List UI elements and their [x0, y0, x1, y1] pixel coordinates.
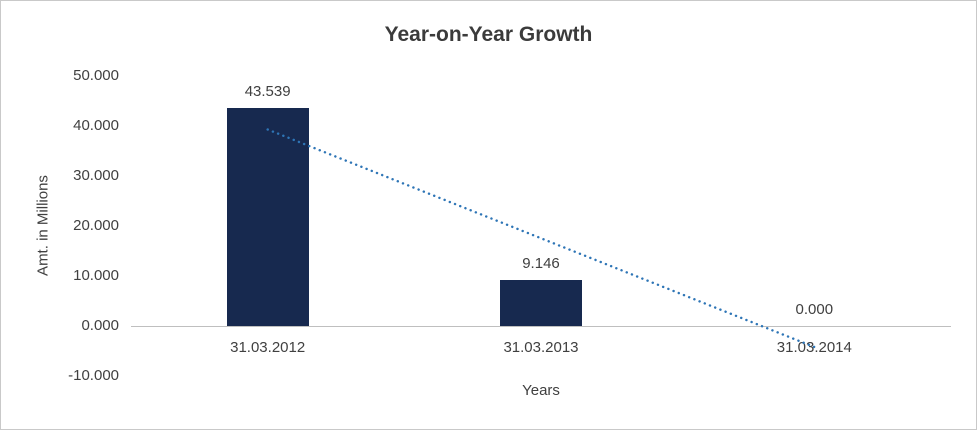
y-tick-label: 40.000	[73, 117, 119, 134]
x-tick-label: 31.03.2012	[230, 339, 306, 356]
y-tick-label: 50.000	[73, 67, 119, 84]
chart-title: Year-on-Year Growth	[384, 23, 593, 46]
data-label: 43.539	[244, 83, 291, 101]
y-tick-label: -10.000	[68, 367, 119, 384]
category-axis-line	[131, 326, 951, 327]
y-tick-label: 30.000	[73, 167, 119, 184]
bar-31.03.2012	[226, 108, 309, 326]
data-label: 0.000	[795, 301, 834, 318]
bar-31.03.2013	[500, 280, 582, 326]
y-tick-label: 20.000	[73, 217, 119, 234]
x-axis-title: Years	[522, 382, 560, 399]
data-label: 9.146	[522, 255, 560, 273]
x-tick-label: 31.03.2013	[503, 339, 579, 356]
x-tick-label: 31.03.2014	[776, 339, 852, 356]
y-tick-label: 0.000	[81, 317, 119, 334]
y-tick-label: 10.000	[73, 267, 119, 284]
